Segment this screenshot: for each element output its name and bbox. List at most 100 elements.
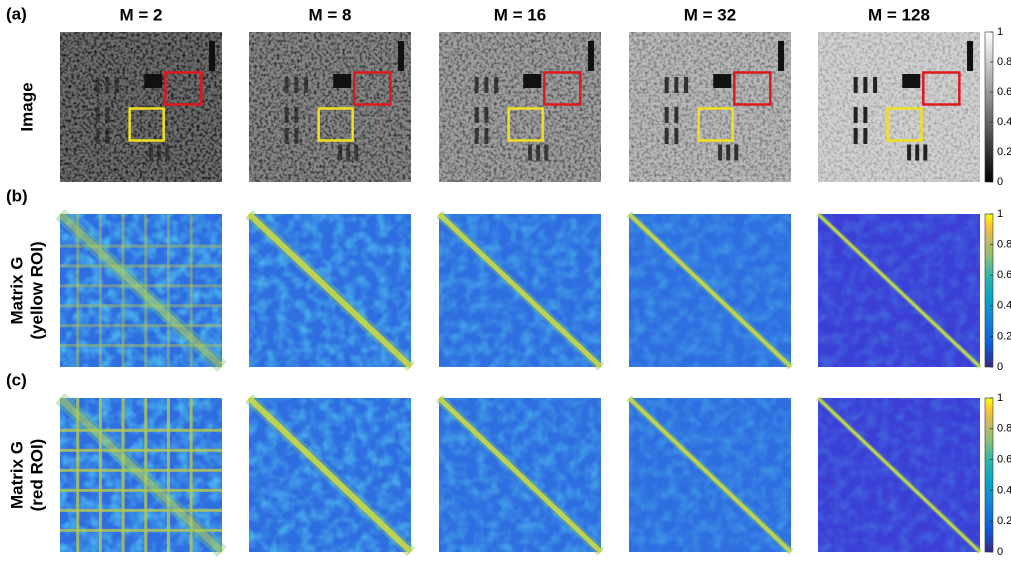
- panel-image: [244, 209, 416, 372]
- yellow-roi: [317, 107, 354, 142]
- matrix-diagonal-halo: [815, 395, 983, 555]
- panel-image: [815, 211, 983, 370]
- matrix-stripe: [76, 398, 80, 552]
- column-title: M = 16: [494, 5, 546, 24]
- row-label: (red ROI): [27, 439, 46, 512]
- target-bar: [105, 77, 110, 93]
- colorbar-tick-label: 0: [997, 361, 1003, 373]
- target-bar: [304, 77, 309, 93]
- target-bar: [923, 144, 928, 161]
- row-label: (yellow ROI): [27, 241, 46, 339]
- panel-letter: (b): [6, 186, 28, 205]
- target-bar: [484, 77, 489, 93]
- image-speckle: [439, 32, 601, 182]
- red-roi: [353, 71, 392, 106]
- matrix-texture: [60, 398, 222, 552]
- red-roi: [164, 71, 203, 106]
- panel-image: [60, 32, 222, 182]
- colorbar-tick-label: 0: [997, 176, 1003, 188]
- matrix-stripe: [60, 344, 222, 348]
- target-bar: [149, 144, 154, 161]
- matrix-diagonal: [627, 212, 793, 369]
- panel-image: [815, 395, 983, 555]
- target-bar: [115, 77, 120, 93]
- panel-image: [55, 392, 227, 558]
- target-bar: [346, 144, 351, 161]
- red-roi: [733, 71, 772, 106]
- matrix-stripe: [76, 214, 80, 367]
- matrix-stripe: [60, 284, 222, 288]
- image-speckle: [249, 32, 411, 182]
- target-bar: [284, 77, 289, 93]
- panel-image: [435, 210, 605, 371]
- panel-image: [244, 393, 416, 557]
- colorbar-tick-label: 0.6: [997, 454, 1011, 466]
- colorbar-tick-label: 0.2: [997, 515, 1011, 527]
- target-bar: [684, 77, 689, 93]
- image-speckle: [629, 32, 791, 182]
- target-bar: [105, 128, 110, 144]
- matrix-diagonal: [437, 212, 603, 369]
- red-roi: [922, 71, 961, 106]
- image-speckle: [818, 32, 980, 182]
- target-bar: [674, 107, 679, 123]
- panel-image: [626, 395, 794, 555]
- column-title: M = 128: [868, 5, 930, 24]
- matrix-stripe: [60, 244, 222, 248]
- panel-image: [818, 32, 980, 182]
- matrix-stripe: [144, 214, 148, 367]
- panel-image: [55, 208, 227, 373]
- target-block: [144, 74, 163, 88]
- matrix-diagonal-halo: [55, 392, 227, 558]
- matrix-diagonal-halo: [435, 210, 605, 371]
- matrix-diagonal: [246, 395, 414, 555]
- target-bar: [494, 77, 499, 93]
- target-block: [523, 74, 542, 88]
- target-bar: [474, 107, 479, 123]
- target-bar: [294, 77, 299, 93]
- matrix-stripe: [121, 214, 125, 367]
- target-bar: [863, 107, 868, 123]
- target-bar: [284, 107, 289, 123]
- matrix-stripe: [60, 488, 222, 492]
- target-bar: [778, 41, 785, 71]
- matrix-diagonal-halo: [435, 394, 605, 556]
- target-bar: [398, 41, 405, 71]
- target-bar: [536, 144, 541, 161]
- matrix-stripe: [60, 304, 222, 308]
- matrix-diagonal: [816, 212, 982, 369]
- yellow-roi: [697, 107, 734, 142]
- matrix-diagonal: [816, 396, 982, 554]
- matrix-stripe: [189, 214, 193, 367]
- colorbar-tick-label: 0.4: [997, 484, 1011, 496]
- matrix-stripe: [60, 324, 222, 328]
- yellow-roi: [128, 107, 165, 142]
- matrix-diagonal: [57, 211, 225, 370]
- column-title: M = 2: [120, 5, 163, 24]
- panel-letter: (a): [6, 4, 27, 23]
- target-bar: [853, 77, 858, 93]
- yellow-roi: [886, 107, 923, 142]
- target-bar: [873, 77, 878, 93]
- target-bar: [718, 144, 723, 161]
- colorbar-tick-label: 0.8: [997, 239, 1011, 251]
- colorbar-tick-label: 1: [997, 392, 1003, 404]
- matrix-diagonal-halo: [244, 393, 416, 557]
- matrix-diagonal-halo: [55, 208, 227, 373]
- row-label: Image: [17, 82, 36, 131]
- colorbar-tick-label: 0.8: [997, 56, 1011, 68]
- target-bar: [165, 144, 170, 161]
- matrix-stripe: [144, 398, 148, 552]
- target-bar: [853, 107, 858, 123]
- panel-letter: (c): [6, 370, 27, 389]
- matrix-stripe: [60, 428, 222, 432]
- panel-image: [435, 394, 605, 556]
- matrix-stripe: [166, 398, 170, 552]
- colorbar-tick-label: 0.8: [997, 423, 1011, 435]
- target-bar: [474, 128, 479, 144]
- column-title: M = 32: [684, 5, 736, 24]
- target-bar: [907, 144, 912, 161]
- target-bar: [95, 107, 100, 123]
- row-label: Matrix G: [7, 256, 26, 324]
